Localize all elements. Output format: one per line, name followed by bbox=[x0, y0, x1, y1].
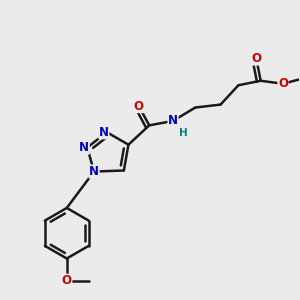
Text: O: O bbox=[134, 100, 144, 112]
Text: O: O bbox=[62, 274, 72, 287]
Text: N: N bbox=[99, 126, 109, 139]
Text: N: N bbox=[168, 114, 178, 128]
Text: N: N bbox=[89, 165, 99, 178]
Text: O: O bbox=[251, 52, 261, 65]
Text: O: O bbox=[278, 77, 288, 90]
Text: H: H bbox=[179, 128, 188, 138]
Text: N: N bbox=[79, 141, 89, 154]
